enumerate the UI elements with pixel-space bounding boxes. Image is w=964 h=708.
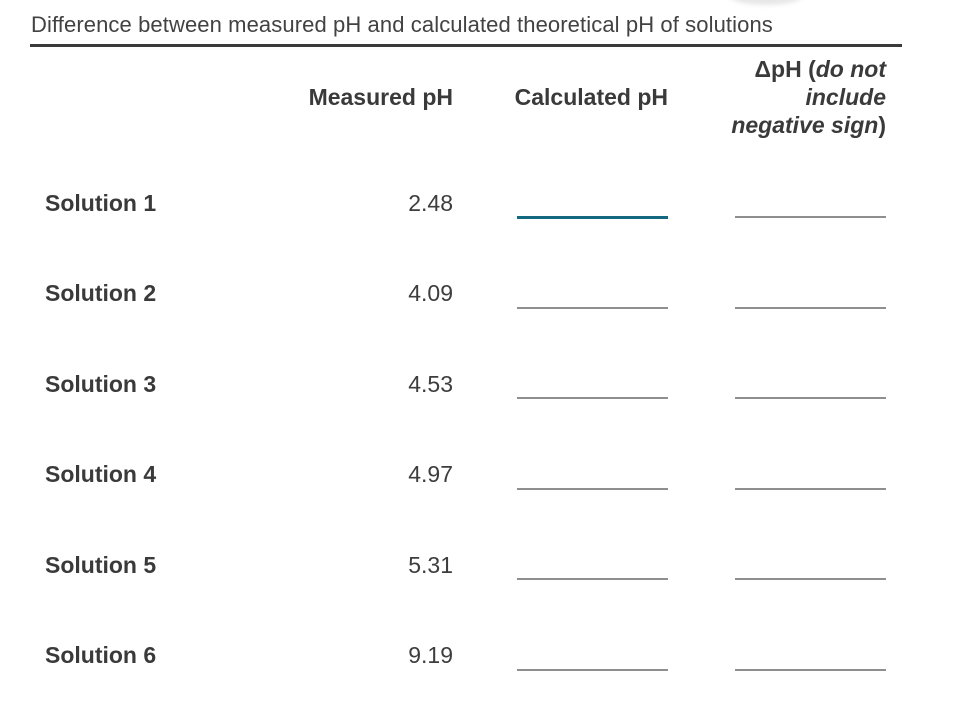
measured-value: 4.97	[408, 461, 453, 488]
table-row: Solution 5 5.31	[0, 520, 886, 611]
title-divider	[30, 44, 902, 47]
row-label: Solution 4	[45, 461, 157, 488]
row-label: Solution 3	[45, 370, 157, 397]
table-row: Solution 4 4.97	[0, 430, 886, 521]
page-title: Difference between measured pH and calcu…	[31, 12, 773, 37]
column-header-delta-ph: ΔpH (do not include negative sign)	[668, 55, 886, 139]
delta-header-italic-1: do not	[815, 56, 886, 82]
row-label: Solution 2	[45, 280, 157, 307]
table-row: Solution 6 9.19	[0, 611, 886, 702]
measured-value: 2.48	[408, 189, 453, 216]
measured-value: 5.31	[408, 551, 453, 578]
column-header-measured-ph: Measured pH	[308, 83, 453, 110]
delta-header-prefix: ΔpH (	[754, 56, 816, 82]
delta-header-italic-2: include	[805, 84, 886, 110]
cut-off-circle-decoration	[729, 0, 803, 5]
row-label: Solution 5	[45, 551, 157, 578]
calculated-ph-input[interactable]	[517, 550, 668, 581]
delta-ph-input[interactable]	[735, 278, 886, 309]
calculated-ph-input[interactable]	[517, 278, 668, 309]
calculated-ph-input[interactable]	[517, 187, 668, 219]
row-label: Solution 6	[45, 642, 157, 669]
delta-ph-input[interactable]	[735, 640, 886, 671]
delta-header-suffix: )	[878, 112, 886, 138]
column-header-calculated-ph: Calculated pH	[514, 83, 668, 110]
solutions-table-body: Solution 1 2.48 Solution 2 4.09 Solution…	[0, 158, 886, 701]
table-row: Solution 1 2.48	[0, 158, 886, 249]
measured-value: 9.19	[408, 642, 453, 669]
table-row: Solution 2 4.09	[0, 249, 886, 340]
delta-ph-input[interactable]	[735, 188, 886, 219]
row-label: Solution 1	[45, 189, 157, 216]
table-row: Solution 3 4.53	[0, 339, 886, 430]
calculated-ph-input[interactable]	[517, 459, 668, 490]
delta-ph-input[interactable]	[735, 459, 886, 490]
calculated-ph-input[interactable]	[517, 640, 668, 671]
measured-value: 4.09	[408, 280, 453, 307]
table-header-row: Measured pH Calculated pH ΔpH (do not in…	[0, 54, 886, 140]
measured-value: 4.53	[408, 370, 453, 397]
delta-header-italic-3: negative sign	[731, 112, 879, 138]
calculated-ph-input[interactable]	[517, 369, 668, 400]
delta-ph-input[interactable]	[735, 550, 886, 581]
delta-ph-input[interactable]	[735, 369, 886, 400]
